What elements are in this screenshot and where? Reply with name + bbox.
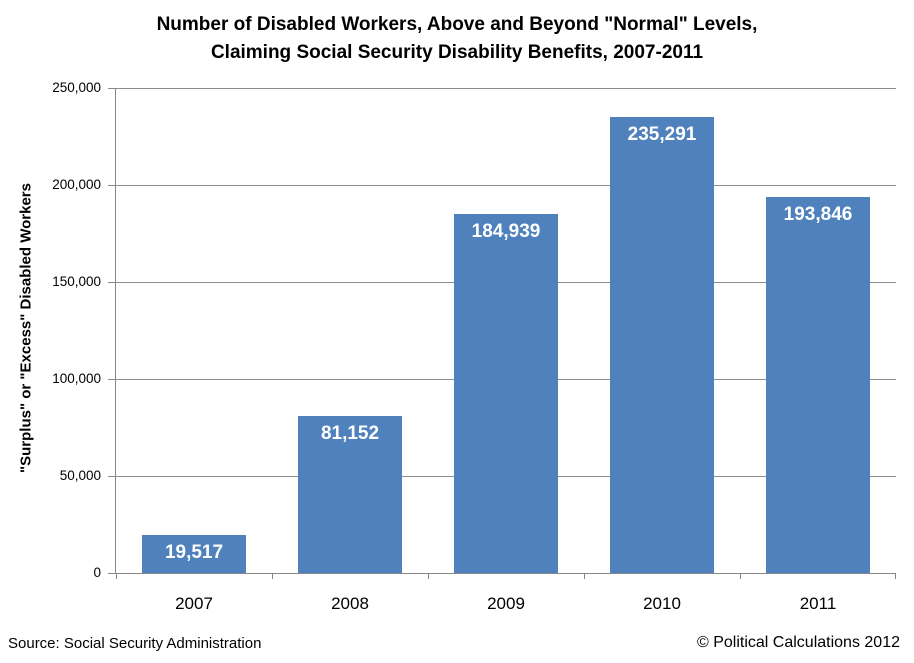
- y-axis-tick: [108, 378, 116, 380]
- y-axis-tick: [108, 572, 116, 574]
- bar: 19,517: [142, 535, 246, 573]
- y-tick-label: 100,000: [52, 371, 101, 386]
- x-axis-tick: [116, 573, 117, 579]
- y-axis-tick: [108, 281, 116, 283]
- chart-title-line-2: Claiming Social Security Disability Bene…: [210, 42, 704, 63]
- chart-title: Number of Disabled Workers, Above and Be…: [0, 11, 914, 67]
- y-tick-label: 50,000: [59, 468, 101, 483]
- bar: 235,291: [610, 116, 714, 573]
- y-tick-label: 0: [93, 565, 101, 580]
- bar: 81,152: [298, 415, 402, 573]
- bar-value-label: 235,291: [627, 123, 697, 145]
- plot-area: 0 50,000 100,000 150,000 200,000 250,000 19,51…: [52, 80, 896, 613]
- y-axis-title: "Surplus" or "Excess" Disabled Workers: [17, 183, 35, 473]
- copyright-note: © Political Calculations 2012: [696, 634, 900, 651]
- y-axis-tick: [108, 184, 116, 186]
- x-tick-label: 2008: [331, 594, 369, 613]
- x-tick-label: 2011: [799, 594, 837, 613]
- x-axis-tick: [895, 573, 896, 579]
- gridline: [116, 184, 896, 186]
- bar: 184,939: [454, 214, 558, 573]
- x-axis-tick: [428, 573, 429, 579]
- bar-value-label: 19,517: [164, 542, 224, 564]
- gridline: [116, 87, 896, 89]
- y-axis-tick: [108, 87, 116, 89]
- x-axis-tick: [740, 573, 741, 579]
- bar-value-label: 184,939: [471, 221, 541, 243]
- x-tick-label: 2007: [175, 594, 213, 613]
- y-tick-label: 200,000: [52, 177, 101, 192]
- y-tick-label: 250,000: [52, 80, 101, 95]
- bar-value-label: 81,152: [320, 422, 380, 444]
- y-axis-tick: [108, 475, 116, 477]
- source-note: Source: Social Security Administration: [8, 635, 262, 652]
- x-axis-tick: [272, 573, 273, 579]
- x-tick-label: 2009: [487, 594, 525, 613]
- y-tick-label: 150,000: [52, 274, 101, 289]
- x-axis-tick: [584, 573, 585, 579]
- bar: 193,846: [766, 196, 870, 573]
- chart-title-line-1: Number of Disabled Workers, Above and Be…: [156, 14, 758, 35]
- bar-value-label: 193,846: [783, 203, 853, 225]
- x-tick-label: 2010: [643, 594, 681, 613]
